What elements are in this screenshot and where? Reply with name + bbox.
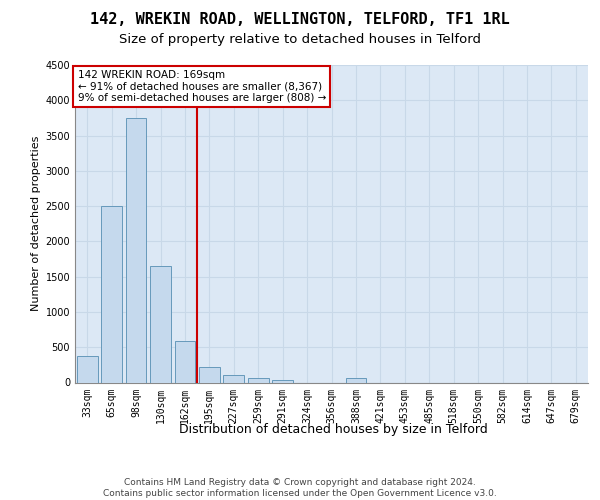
Bar	[199, 367, 220, 382]
Bar	[175, 341, 196, 382]
Text: Size of property relative to detached houses in Telford: Size of property relative to detached ho…	[119, 32, 481, 46]
Text: 142 WREKIN ROAD: 169sqm
← 91% of detached houses are smaller (8,367)
9% of semi-: 142 WREKIN ROAD: 169sqm ← 91% of detache…	[77, 70, 326, 103]
Bar	[101, 206, 122, 382]
Bar	[346, 378, 367, 382]
Bar	[272, 380, 293, 382]
Y-axis label: Number of detached properties: Number of detached properties	[31, 136, 41, 312]
Bar	[248, 378, 269, 382]
Bar	[223, 376, 244, 382]
Text: Contains HM Land Registry data © Crown copyright and database right 2024.
Contai: Contains HM Land Registry data © Crown c…	[103, 478, 497, 498]
Bar	[150, 266, 171, 382]
Text: 142, WREKIN ROAD, WELLINGTON, TELFORD, TF1 1RL: 142, WREKIN ROAD, WELLINGTON, TELFORD, T…	[90, 12, 510, 28]
Text: Distribution of detached houses by size in Telford: Distribution of detached houses by size …	[179, 422, 487, 436]
Bar	[77, 356, 98, 382]
Bar	[125, 118, 146, 382]
